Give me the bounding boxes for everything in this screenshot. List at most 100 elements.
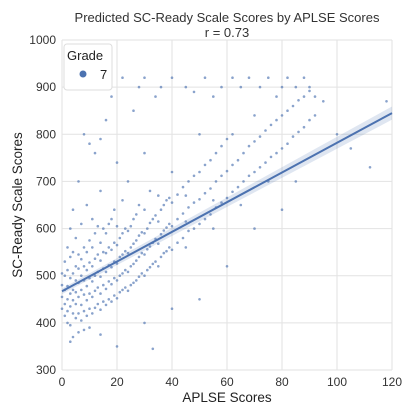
data-point [231,190,234,194]
data-point [198,222,201,226]
data-point [85,314,89,318]
data-point [143,208,146,211]
data-point [154,95,157,98]
data-point [71,298,75,302]
data-point [368,166,372,169]
data-point [269,155,273,159]
data-point [118,274,122,278]
data-point [115,224,119,228]
data-point [93,274,97,278]
data-point [165,199,168,202]
x-axis-title: APLSE Scores [182,390,272,405]
data-point [247,174,251,178]
data-point [74,265,78,268]
data-point [146,227,149,230]
data-point [302,95,306,98]
data-point [209,187,212,190]
data-point [93,257,97,261]
data-point [220,174,223,178]
data-point [77,180,80,183]
data-point [124,286,127,289]
data-point [187,206,190,209]
data-point [110,248,113,252]
data-point [77,267,80,270]
data-point [184,85,188,89]
data-point [88,292,91,295]
data-point [286,76,289,79]
data-point [146,248,149,251]
data-point [71,208,75,211]
legend-marker [79,70,87,78]
data-point [91,312,94,315]
x-tick-label: 120 [382,375,402,389]
data-point [113,208,116,211]
legend-entry-label: 7 [100,67,107,82]
data-point [275,95,278,98]
data-point [60,295,64,299]
data-point [297,99,300,102]
data-point [110,300,113,303]
data-point [96,253,100,256]
data-point [104,232,108,235]
y-tick-label: 900 [36,80,56,94]
data-point [88,142,91,145]
gridlines [61,39,393,371]
data-point [253,170,256,174]
y-tick-label: 400 [36,316,56,330]
data-point [159,232,163,236]
data-point [91,217,94,221]
data-point [198,170,201,174]
data-point [99,137,102,141]
data-point [162,251,166,255]
data-point [102,227,105,230]
data-point [66,246,69,249]
data-point [99,259,102,262]
data-point [203,163,207,167]
data-point [77,295,80,299]
data-point [294,85,298,89]
data-point [239,203,243,207]
data-point [258,166,262,169]
data-point [135,213,138,216]
data-point [148,245,152,248]
data-point [121,288,124,292]
data-point [74,236,78,240]
data-point [82,246,86,249]
data-point [247,144,251,148]
data-point [146,268,149,272]
y-tick-label: 700 [36,174,56,188]
data-point [80,303,83,307]
data-point [209,213,212,216]
data-point [148,189,152,193]
data-point [82,293,86,296]
data-point [91,246,94,249]
data-point [118,290,122,294]
data-point [74,290,78,294]
data-point [170,224,174,228]
data-point [349,147,353,150]
data-point [63,314,67,318]
data-point [239,85,243,89]
data-point [74,279,78,282]
data-point [137,85,141,89]
data-point [110,282,113,286]
data-point [220,144,223,148]
data-point [151,217,155,221]
data-point [184,194,188,197]
data-point [151,262,155,266]
data-point [80,222,83,226]
data-point [159,85,163,89]
data-point [148,265,152,269]
data-point [80,257,83,261]
data-point [280,85,284,89]
data-point [143,232,146,235]
chart-title: Predicted SC-Ready Scale Scores by APLSE… [75,10,380,25]
data-point [157,194,160,197]
data-point [126,289,130,293]
data-point [115,279,119,282]
data-point [74,302,78,306]
data-point [264,161,267,164]
data-point [63,274,67,278]
data-point [124,249,127,253]
